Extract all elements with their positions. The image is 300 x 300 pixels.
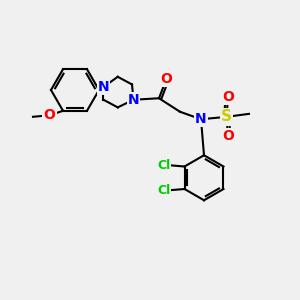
Text: O: O (160, 72, 172, 86)
Text: O: O (44, 108, 56, 122)
Text: O: O (222, 129, 234, 143)
Text: N: N (98, 80, 109, 94)
Text: Cl: Cl (157, 158, 170, 172)
Text: N: N (98, 80, 109, 94)
Text: O: O (222, 90, 234, 104)
Text: N: N (195, 112, 207, 126)
Text: N: N (128, 93, 139, 107)
Text: S: S (221, 110, 232, 124)
Text: Cl: Cl (157, 184, 170, 197)
